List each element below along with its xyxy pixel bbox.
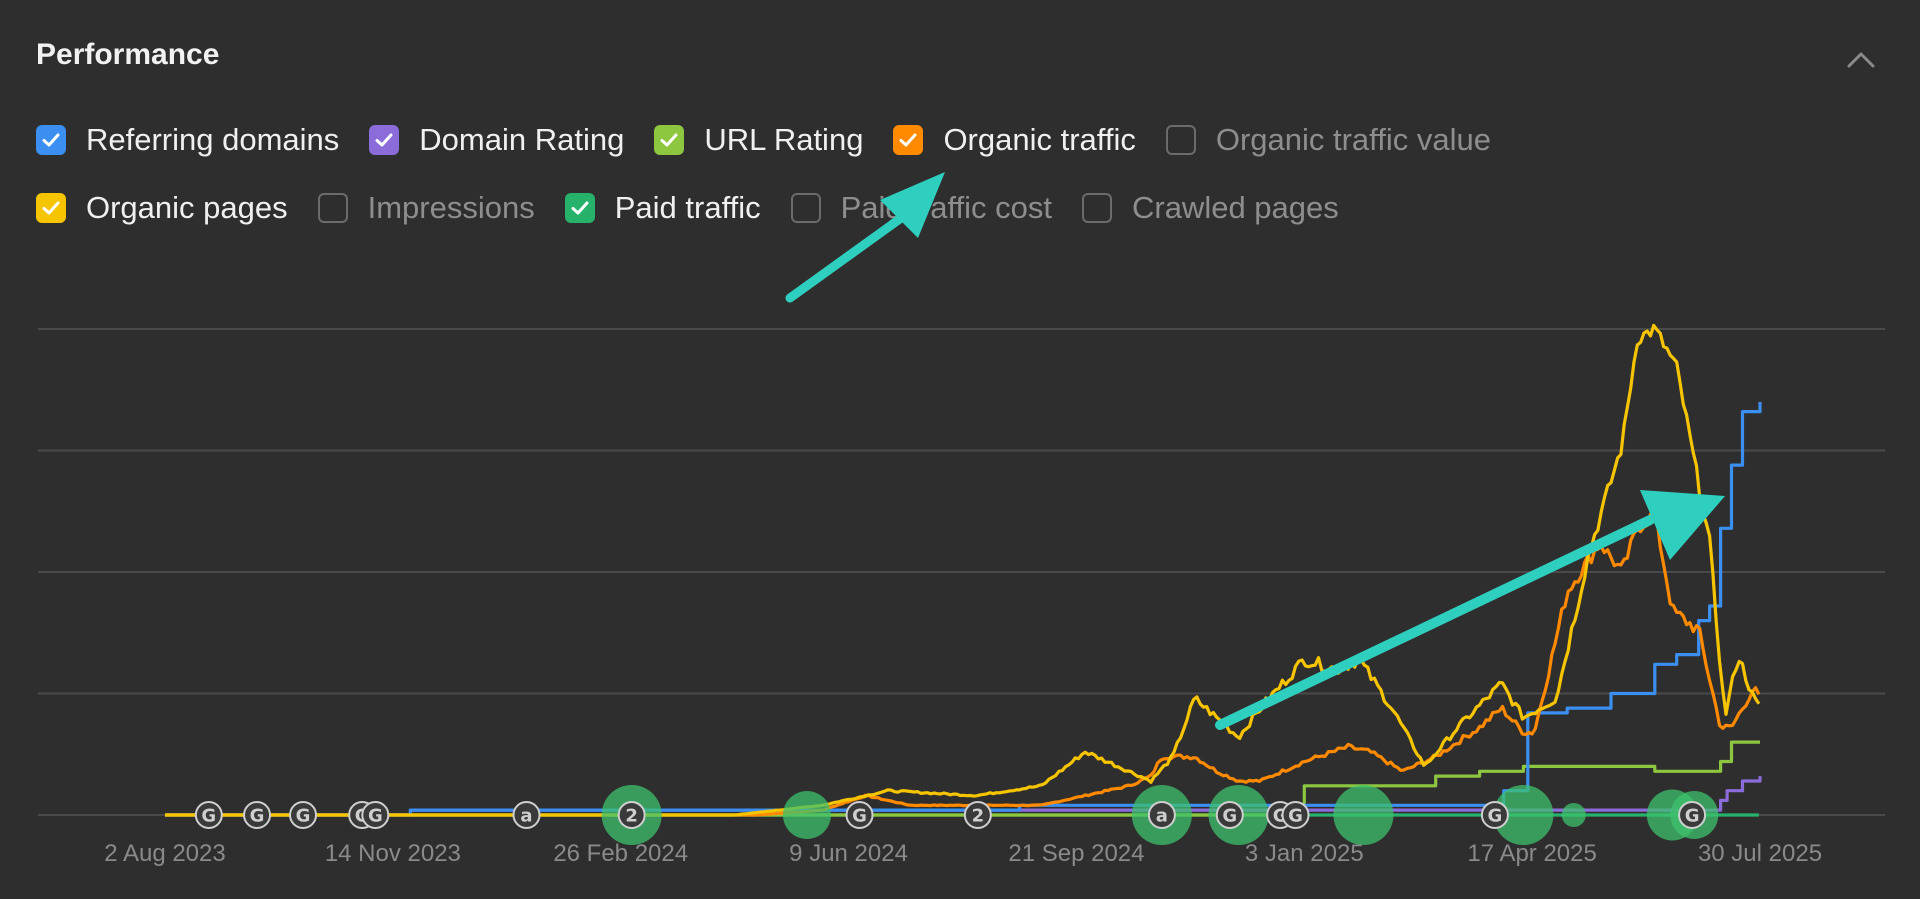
google-update-marker[interactable]: G bbox=[1215, 801, 1244, 829]
google-update-marker[interactable]: G bbox=[194, 801, 223, 829]
marker-circle bbox=[963, 801, 992, 829]
google-update-marker[interactable]: G bbox=[1678, 801, 1707, 829]
legend-item-domain-rating[interactable]: Domain Rating bbox=[369, 122, 624, 158]
checkbox-crawled-pages[interactable] bbox=[1081, 193, 1112, 223]
legend-item-referring-domains[interactable]: Referring domains bbox=[36, 122, 339, 158]
chevron-up-icon[interactable] bbox=[1844, 44, 1878, 78]
legend-item-organic-pages[interactable]: Organic pages bbox=[36, 190, 288, 226]
x-tick-label: 21 Sep 2024 bbox=[1008, 840, 1144, 867]
marker-circle bbox=[1147, 801, 1176, 829]
ahrefs-update-marker[interactable]: a bbox=[512, 801, 541, 829]
x-tick-label: 9 Jun 2024 bbox=[789, 840, 908, 867]
series-line-url-rating bbox=[165, 740, 1760, 817]
google-update-marker[interactable]: G bbox=[289, 801, 318, 829]
marker-circle bbox=[289, 801, 318, 829]
marker-label: a bbox=[520, 806, 532, 827]
legend-row-1: Referring domains Domain Rating URL Rating… bbox=[36, 122, 1521, 158]
marker-circle bbox=[512, 801, 541, 829]
panel-title: Performance bbox=[36, 38, 220, 71]
marker-circle bbox=[1215, 801, 1244, 829]
series-line-organic-pages bbox=[165, 323, 1761, 817]
google-update-marker[interactable]: G bbox=[1480, 801, 1509, 829]
legend-item-organic-traffic-value[interactable]: Organic traffic value bbox=[1165, 122, 1491, 158]
checkbox-impressions[interactable] bbox=[317, 193, 348, 223]
marker-label: G bbox=[201, 806, 216, 827]
legend-label-domain-rating: Domain Rating bbox=[419, 122, 625, 157]
marker-circle bbox=[1480, 801, 1509, 829]
marker-circle bbox=[845, 801, 874, 829]
marker-label: 2 bbox=[972, 806, 985, 827]
x-tick-label: 17 Apr 2025 bbox=[1467, 840, 1596, 867]
x-tick-label: 14 Nov 2023 bbox=[325, 840, 461, 867]
paid-traffic-bubble bbox=[1561, 803, 1586, 827]
checkbox-organic-pages[interactable] bbox=[36, 193, 66, 223]
marker-circle bbox=[243, 801, 272, 829]
x-tick-label: 30 Jul 2025 bbox=[1698, 840, 1822, 867]
legend-row-2: Organic pages Impressions Paid traffic Paid… bbox=[36, 190, 1369, 226]
marker-circle bbox=[1281, 801, 1310, 829]
legend-label-paid-traffic: Paid traffic bbox=[614, 190, 761, 225]
legend-label-crawled-pages: Crawled pages bbox=[1131, 190, 1339, 225]
google-update-marker[interactable]: G bbox=[243, 801, 272, 829]
legend-label-url-rating: URL Rating bbox=[704, 122, 864, 157]
marker-label: G bbox=[296, 806, 311, 827]
paid-traffic-bubble bbox=[1333, 785, 1394, 845]
marker-circle bbox=[1678, 801, 1707, 829]
check-icon bbox=[660, 133, 678, 147]
marker-label: G bbox=[1288, 806, 1303, 827]
legend-item-paid-traffic[interactable]: Paid traffic bbox=[564, 190, 761, 226]
google-update-marker[interactable]: G bbox=[361, 801, 390, 829]
legend-label-organic-traffic-value: Organic traffic value bbox=[1215, 122, 1491, 157]
count-marker[interactable]: 2 bbox=[963, 801, 992, 829]
check-icon bbox=[571, 201, 589, 215]
paid-traffic-bubble bbox=[1493, 785, 1554, 845]
marker-label: 2 bbox=[625, 806, 638, 827]
legend-item-url-rating[interactable]: URL Rating bbox=[654, 122, 863, 158]
checkbox-domain-rating[interactable] bbox=[369, 125, 400, 155]
checkbox-referring-domains[interactable] bbox=[36, 125, 66, 155]
legend-label-impressions: Impressions bbox=[367, 190, 535, 225]
check-icon bbox=[42, 133, 60, 147]
legend-label-organic-pages: Organic pages bbox=[86, 190, 288, 225]
check-icon bbox=[42, 201, 60, 215]
legend-item-impressions[interactable]: Impressions bbox=[317, 190, 535, 226]
legend-label-paid-traffic-cost: Paid traffic cost bbox=[840, 190, 1052, 225]
marker-label: G bbox=[852, 806, 867, 827]
checkbox-organic-traffic[interactable] bbox=[893, 125, 924, 155]
google-update-marker[interactable]: G bbox=[845, 801, 874, 829]
legend-item-organic-traffic[interactable]: Organic traffic bbox=[893, 122, 1136, 158]
legend-label-organic-traffic: Organic traffic bbox=[943, 122, 1136, 157]
check-icon bbox=[899, 133, 917, 147]
marker-label: G bbox=[1488, 806, 1503, 827]
marker-label: a bbox=[1156, 806, 1168, 827]
check-icon bbox=[375, 133, 393, 147]
marker-label: G bbox=[1685, 806, 1700, 827]
count-marker[interactable]: 2 bbox=[617, 801, 646, 829]
x-tick-label: 3 Jan 2025 bbox=[1245, 840, 1364, 867]
legend-label-referring-domains: Referring domains bbox=[86, 122, 340, 157]
marker-label: G bbox=[250, 806, 265, 827]
checkbox-paid-traffic-cost[interactable] bbox=[790, 193, 821, 223]
marker-circle bbox=[194, 801, 223, 829]
marker-circle bbox=[617, 801, 646, 829]
series-line-referring-domains bbox=[165, 401, 1762, 817]
ahrefs-update-marker[interactable]: a bbox=[1147, 801, 1176, 829]
marker-label: G bbox=[1222, 806, 1237, 827]
marker-label: G bbox=[368, 806, 383, 827]
paid-traffic-bubble bbox=[782, 791, 831, 839]
marker-circle bbox=[361, 801, 390, 829]
x-tick-label: 2 Aug 2023 bbox=[104, 840, 225, 867]
checkbox-paid-traffic[interactable] bbox=[564, 193, 595, 223]
x-tick-label: 26 Feb 2024 bbox=[553, 840, 688, 867]
legend-item-paid-traffic-cost[interactable]: Paid traffic cost bbox=[790, 190, 1052, 226]
checkbox-url-rating[interactable] bbox=[654, 125, 685, 155]
legend-item-crawled-pages[interactable]: Crawled pages bbox=[1081, 190, 1339, 226]
checkbox-organic-traffic-value[interactable] bbox=[1165, 125, 1196, 155]
google-update-marker[interactable]: G bbox=[1281, 801, 1310, 829]
